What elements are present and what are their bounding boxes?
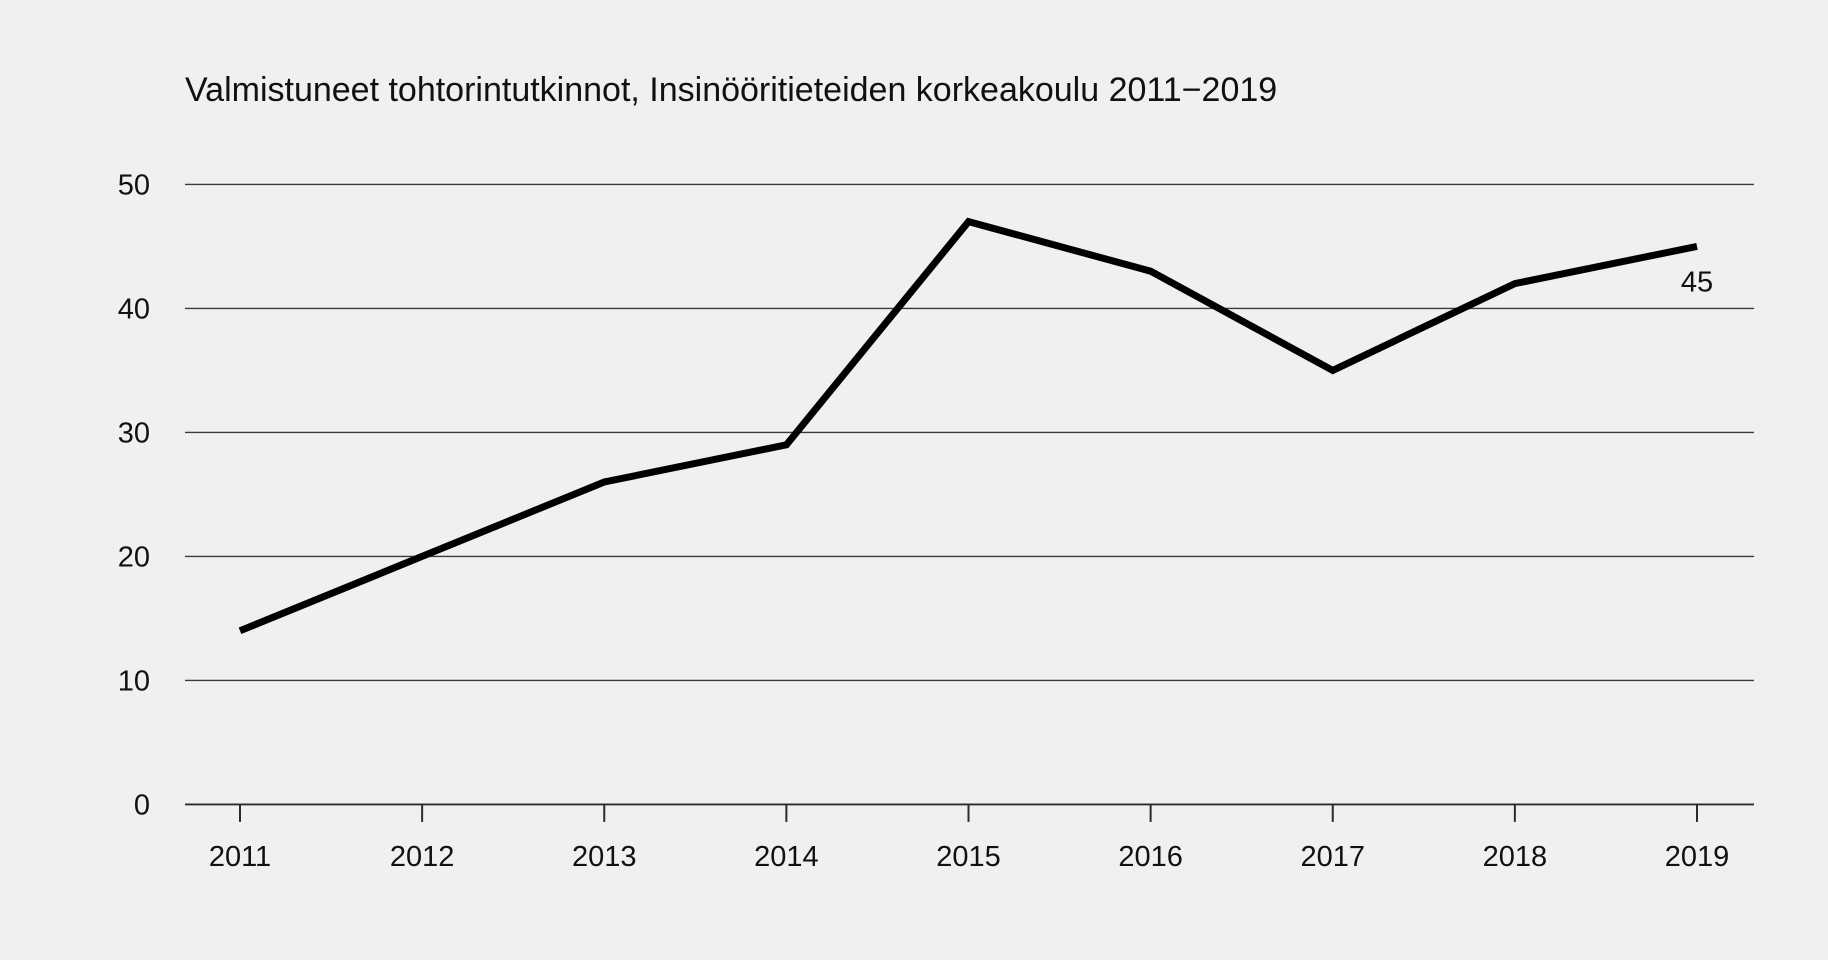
x-tick-label: 2017 (1300, 841, 1365, 873)
x-tick-label: 2019 (1665, 841, 1730, 873)
y-tick-label: 20 (118, 541, 150, 573)
data-point-value-label: 45 (1681, 266, 1713, 298)
chart-title: Valmistuneet tohtorintutkinnot, Insinöör… (185, 71, 1277, 109)
last-point-value-label: 45 (1681, 266, 1713, 298)
x-axis-ticks (239, 804, 1698, 822)
x-tick-label: 2014 (754, 841, 819, 873)
y-tick-label: 10 (118, 665, 150, 697)
y-tick-label: 30 (118, 417, 150, 449)
x-tick-label: 2013 (572, 841, 637, 873)
x-axis-tick-labels: 2011 2012 2013 2014 2015 2016 2017 2018 2019 (209, 841, 1729, 873)
horizontal-gridlines (185, 183, 1754, 806)
x-tick-label: 2016 (1118, 841, 1183, 873)
series-line (238, 217, 1698, 635)
y-tick-label: 40 (118, 293, 150, 325)
data-series-line (238, 217, 1698, 635)
y-axis-tick-labels: 0 10 20 30 40 50 (118, 169, 150, 821)
x-tick-label: 2011 (209, 841, 271, 873)
y-tick-label: 0 (134, 789, 150, 821)
y-tick-label: 50 (118, 169, 150, 201)
x-tick-label: 2018 (1483, 841, 1548, 873)
x-tick-label: 2015 (936, 841, 1001, 873)
x-tick-label: 2012 (390, 841, 455, 873)
